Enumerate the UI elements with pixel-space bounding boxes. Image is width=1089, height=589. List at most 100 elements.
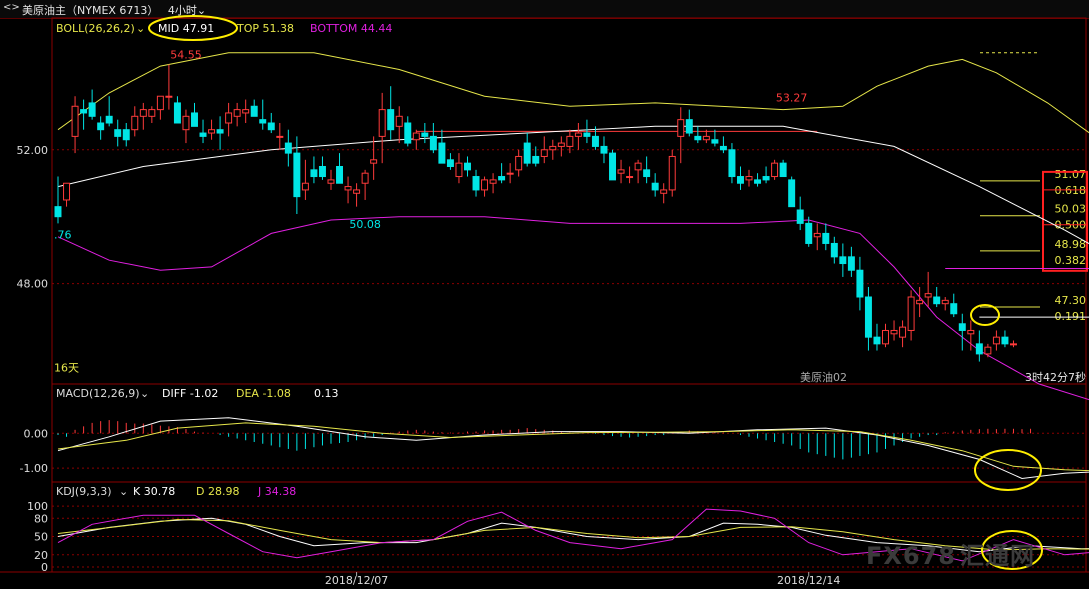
candle-body (182, 115, 190, 131)
candle-body (63, 182, 71, 201)
candle-body (583, 132, 591, 137)
boll-bottom-line (57, 216, 1089, 401)
chevron-down-icon: ⌄ (196, 4, 207, 17)
candle-body (336, 166, 344, 184)
kdj-k-line (57, 517, 1089, 553)
candle-body (1001, 336, 1009, 345)
candle-body (523, 142, 531, 164)
candle-body (267, 122, 275, 131)
candle-body (421, 132, 429, 137)
candle-body (694, 135, 702, 141)
candle-body (941, 299, 949, 305)
x-tick-label: 2018/12/07 (325, 574, 388, 587)
kdj-j-value: J 34.38 (257, 485, 296, 498)
candle-body (310, 169, 318, 178)
fib-value: 47.30 (1055, 294, 1087, 307)
y-tick-label: 0 (41, 561, 48, 574)
fib-value: 48.98 (1055, 238, 1087, 251)
kdj-d-value: D 28.98 (196, 485, 239, 498)
candle-body (609, 152, 616, 181)
y-tick-label: 50 (34, 531, 48, 544)
boll-bottom-value: BOTTOM 44.44 (310, 22, 392, 35)
candle-body (771, 162, 779, 178)
candle-body (464, 162, 471, 171)
sub-caption: 美原油02 (800, 370, 847, 384)
candle-body (498, 176, 506, 181)
candle-body (591, 135, 599, 147)
candle-body (924, 293, 932, 298)
price-annotation: 53.27 (776, 91, 808, 104)
candle-body (455, 162, 463, 178)
y-tick-label: 0.00 (24, 427, 49, 440)
highlight-ellipse (981, 530, 1043, 570)
watermark: FX678 汇通网 (866, 542, 1035, 570)
candle-body (284, 142, 292, 154)
candle-body (293, 152, 301, 198)
candle-body (404, 122, 412, 144)
candle-body (574, 132, 582, 137)
fib-highlight-box (1042, 170, 1088, 272)
candle-body (754, 179, 762, 184)
candle-body (208, 129, 216, 134)
candle-body (387, 109, 395, 131)
candle-body (276, 135, 284, 138)
candle-body (71, 105, 79, 137)
candle-body (916, 299, 924, 305)
candle-body (984, 346, 992, 355)
candle-body (122, 129, 130, 141)
candle-body (148, 109, 156, 117)
chevron-down-icon: ⌄ (136, 22, 145, 35)
candle-body (634, 162, 642, 171)
y-tick-label: 80 (34, 512, 48, 525)
highlight-ellipse (970, 304, 1000, 326)
candle-body (728, 149, 736, 178)
candle-body (156, 95, 164, 111)
candle-body (762, 176, 770, 181)
candle-body (677, 119, 685, 137)
chevron-down-icon: ⌄ (119, 485, 128, 498)
candle-body (472, 176, 480, 191)
candle-body (318, 166, 326, 178)
candle-body (489, 179, 497, 184)
candle-body (958, 323, 966, 331)
candle-body (506, 172, 514, 175)
candle-body (796, 209, 804, 224)
candle-body (80, 109, 88, 114)
candle-body (890, 329, 898, 335)
candle-body (864, 296, 872, 338)
candle-body (173, 102, 181, 124)
y-tick-label: 100 (27, 500, 48, 513)
price-annotation: 50.08 (349, 218, 381, 231)
candle-body (54, 206, 62, 218)
candle-body (847, 256, 855, 271)
candle-body (97, 122, 105, 131)
candle-body (549, 145, 557, 151)
candle-body (532, 155, 540, 164)
candle-body (361, 172, 369, 184)
candle-body (933, 296, 941, 305)
candle-body (643, 169, 651, 178)
fib-value: 51.07 (1055, 168, 1087, 181)
period-selector[interactable]: 4小时⌄ (167, 4, 207, 17)
price-annotation: .76 (54, 229, 72, 242)
candle-body (395, 115, 403, 127)
candle-body (216, 129, 224, 134)
macd-dea-value: DEA -1.08 (236, 387, 291, 400)
candle-body (131, 115, 139, 131)
candle-body (873, 336, 881, 345)
candle-body (600, 145, 608, 154)
candle-body (668, 155, 676, 191)
candle-body (139, 109, 147, 117)
y-tick-label: 20 (34, 549, 48, 562)
candle-body (438, 142, 446, 164)
arrows-icon[interactable]: <> (3, 2, 20, 13)
macd-diff-line (57, 417, 1089, 480)
candle-body (225, 112, 233, 124)
price-annotation: 16天 (54, 361, 79, 374)
panel-frame (51, 17, 1087, 385)
candle-body (967, 329, 975, 335)
macd-hist-value: 0.13 (314, 387, 339, 400)
candle-body (353, 189, 361, 194)
candle-body (259, 119, 267, 124)
